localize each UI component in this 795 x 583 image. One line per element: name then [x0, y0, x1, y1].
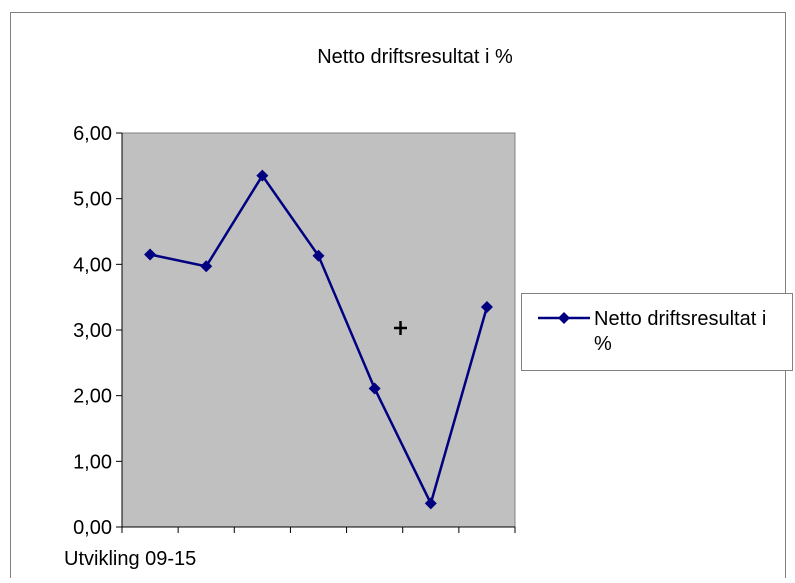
legend: Netto driftsresultat i %	[522, 294, 793, 371]
y-tick-label: 2,00	[73, 386, 112, 408]
legend-label-line1: Netto driftsresultat i	[594, 308, 766, 330]
y-tick-label: 4,00	[73, 254, 112, 276]
chart-title: Netto driftsresultat i %	[317, 46, 513, 68]
legend-box	[522, 294, 793, 371]
y-tick-label: 1,00	[73, 451, 112, 473]
y-tick-label: 0,00	[73, 517, 112, 539]
legend-label-line2: %	[594, 333, 612, 355]
plot-area	[122, 133, 515, 527]
y-tick-label: 5,00	[73, 189, 112, 211]
y-tick-label: 6,00	[73, 123, 112, 145]
y-tick-label: 3,00	[73, 320, 112, 342]
x-axis-label: Utvikling 09-15	[64, 548, 196, 570]
